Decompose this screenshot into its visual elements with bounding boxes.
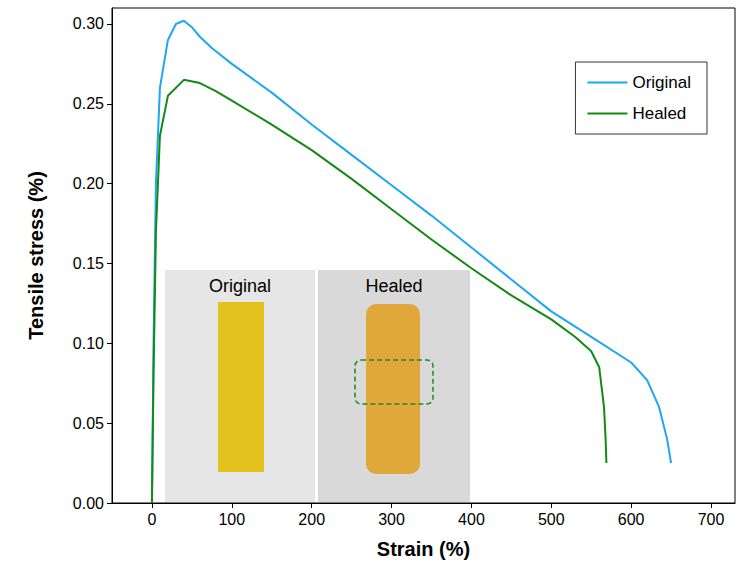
svg-text:Tensile stress (%): Tensile stress (%) xyxy=(25,171,47,340)
svg-text:400: 400 xyxy=(458,511,485,528)
svg-text:Original: Original xyxy=(632,73,691,92)
svg-text:0: 0 xyxy=(147,511,156,528)
svg-text:Strain (%): Strain (%) xyxy=(377,538,470,560)
svg-text:Healed: Healed xyxy=(365,276,422,296)
svg-text:Healed: Healed xyxy=(632,104,686,123)
svg-text:0.25: 0.25 xyxy=(73,95,104,112)
svg-text:700: 700 xyxy=(698,511,725,528)
svg-text:0.15: 0.15 xyxy=(73,255,104,272)
svg-text:200: 200 xyxy=(298,511,325,528)
svg-text:0.30: 0.30 xyxy=(73,15,104,32)
svg-text:500: 500 xyxy=(538,511,565,528)
svg-text:0.05: 0.05 xyxy=(73,415,104,432)
svg-text:600: 600 xyxy=(618,511,645,528)
svg-text:0.20: 0.20 xyxy=(73,175,104,192)
svg-text:Original: Original xyxy=(209,276,271,296)
svg-text:0.10: 0.10 xyxy=(73,335,104,352)
svg-text:100: 100 xyxy=(218,511,245,528)
svg-text:0.00: 0.00 xyxy=(73,495,104,512)
svg-text:300: 300 xyxy=(378,511,405,528)
